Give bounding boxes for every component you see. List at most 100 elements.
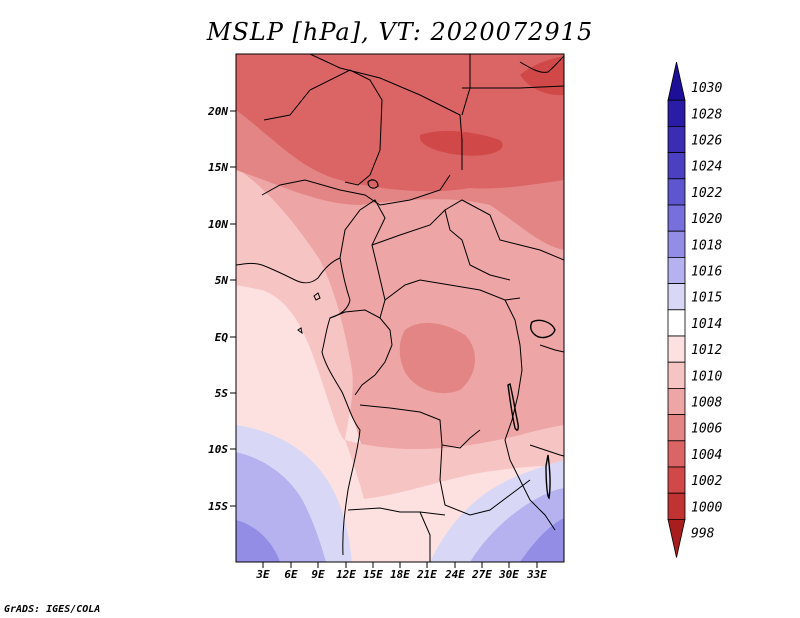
colorbar-cell [667, 335, 686, 363]
colorbar-cell [667, 414, 686, 442]
border-chad-car [371, 209, 511, 281]
colorbar-cell [667, 361, 686, 389]
colorbar-arrow-top [667, 61, 686, 101]
lat-label: 10S [208, 443, 228, 456]
colorbar-cell [667, 283, 686, 311]
lon-tick: 21E [416, 562, 437, 581]
colorbar-label: 1012 [691, 343, 722, 358]
border-namibia-botswana [419, 511, 431, 562]
lon-tick: 3E [255, 562, 270, 581]
lon-tick: 30E [498, 562, 519, 581]
lat-label: 20N [207, 105, 228, 118]
colorbar-cell [667, 178, 686, 206]
lat-tick: 5N [215, 274, 236, 287]
lon-label: 33E [526, 568, 547, 581]
colorbar: 1030 1028 1026 1024 1022 1020 1018 1016 1015 1014… [667, 61, 722, 558]
colorbar-label: 1022 [691, 186, 722, 201]
lake-chad [367, 179, 379, 189]
lon-tick: 15E [363, 562, 383, 581]
border-sudan-south-sudan [444, 199, 564, 261]
colorbar-label: 998 [691, 527, 715, 542]
border-nigeria [339, 199, 386, 301]
lon-label: 6E [284, 568, 298, 581]
colorbar-label: 1024 [691, 160, 722, 175]
lat-label: 5N [215, 274, 229, 287]
lake-tanganyika [507, 382, 519, 431]
border-tanzania-mozambique [529, 444, 564, 457]
lon-label: 15E [363, 568, 383, 581]
lon-tick: 24E [444, 562, 465, 581]
border-algeria-niger [309, 54, 463, 170]
lon-tick: 9E [311, 562, 325, 581]
colorbar-cell [667, 152, 686, 180]
field-1002-zone-ne [520, 56, 564, 96]
lon-label: 18E [390, 568, 410, 581]
lat-label: 15S [208, 500, 228, 513]
island-principe [297, 327, 303, 335]
colorbar-label: 1010 [691, 369, 722, 384]
colorbar-label: 1028 [691, 107, 722, 122]
map-title: MSLP [hPa], VT: 2020072915 [206, 18, 594, 46]
lat-tick: 5S [215, 387, 236, 400]
field-1010-zone-west [236, 168, 353, 440]
lat-tick: EQ [215, 331, 236, 344]
lon-tick: 6E [284, 562, 298, 581]
lon-label: 9E [311, 568, 325, 581]
lon-label: 3E [255, 568, 270, 581]
colorbar-label: 1020 [691, 212, 722, 227]
lon-axis: 3E 6E 9E 12E 15E 18E 21E 24E [255, 562, 547, 581]
colorbar-cell [667, 466, 686, 494]
field-1006-zone-congo [399, 322, 476, 394]
border-angola-namibia [347, 507, 446, 516]
colorbar-label: 1018 [691, 238, 722, 253]
lake-victoria [529, 319, 556, 339]
colorbar-arrow-bottom [667, 519, 686, 558]
lon-label: 30E [498, 568, 519, 581]
colorbar-label: 1008 [691, 396, 722, 411]
border-chad-sudan [462, 85, 564, 89]
border-kenya-tanzania [539, 344, 564, 353]
island-bioko [313, 292, 321, 301]
colorbar-label: 1006 [691, 422, 722, 437]
colorbar-cell [667, 440, 686, 468]
lon-label: 27E [471, 568, 492, 581]
colorbar-label: 1014 [691, 317, 722, 332]
lon-tick: 27E [471, 562, 492, 581]
colorbar-cell [667, 387, 686, 415]
border-cameroon-gabon [329, 299, 386, 319]
colorbar-label: 1002 [691, 474, 722, 489]
border-east-africa [504, 299, 556, 531]
colorbar-cell [667, 126, 686, 154]
colorbar-label: 1030 [691, 81, 722, 96]
colorbar-label: 1004 [691, 448, 722, 463]
colorbar-cell [667, 309, 686, 337]
colorbar-cell [667, 204, 686, 232]
border-congo-drc [354, 317, 393, 396]
lon-label: 21E [416, 568, 437, 581]
lat-tick: 15N [208, 161, 236, 174]
lon-tick: 12E [336, 562, 356, 581]
grads-credit: GrADS: IGES/COLA [4, 604, 101, 615]
border-sahel-south [261, 174, 451, 206]
lon-tick: 33E [526, 562, 547, 581]
colorbar-label: 1015 [691, 291, 722, 306]
pressure-field [236, 54, 564, 562]
lat-tick: 15S [208, 500, 236, 513]
lat-label: 10N [208, 218, 228, 231]
colorbar-cell [667, 230, 686, 258]
field-1002-zone [419, 130, 503, 156]
lat-tick: 20N [207, 105, 236, 118]
lon-tick: 18E [390, 562, 410, 581]
border-mauritania-mali [263, 69, 383, 186]
lake-malawi [545, 454, 551, 500]
lat-axis: 20N 15N 10N 5N EQ 5S 10S 15S [207, 105, 236, 513]
lon-label: 12E [336, 568, 356, 581]
colorbar-cell [667, 256, 686, 284]
lat-label: EQ [215, 331, 229, 344]
colorbar-label: 1000 [691, 500, 722, 515]
lat-tick: 10S [208, 443, 236, 456]
border-angola-zambia [439, 444, 531, 516]
colorbar-label: 1026 [691, 134, 722, 149]
colorbar-label: 1016 [691, 265, 722, 280]
